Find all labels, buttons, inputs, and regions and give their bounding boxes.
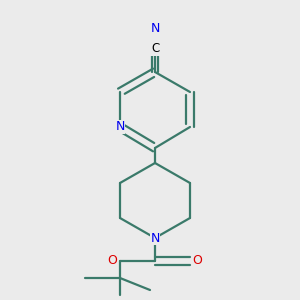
Text: C: C — [151, 43, 159, 56]
Text: O: O — [108, 254, 117, 268]
Text: N: N — [150, 232, 160, 244]
Text: O: O — [193, 254, 202, 268]
Text: N: N — [115, 121, 125, 134]
Text: N: N — [150, 22, 160, 34]
